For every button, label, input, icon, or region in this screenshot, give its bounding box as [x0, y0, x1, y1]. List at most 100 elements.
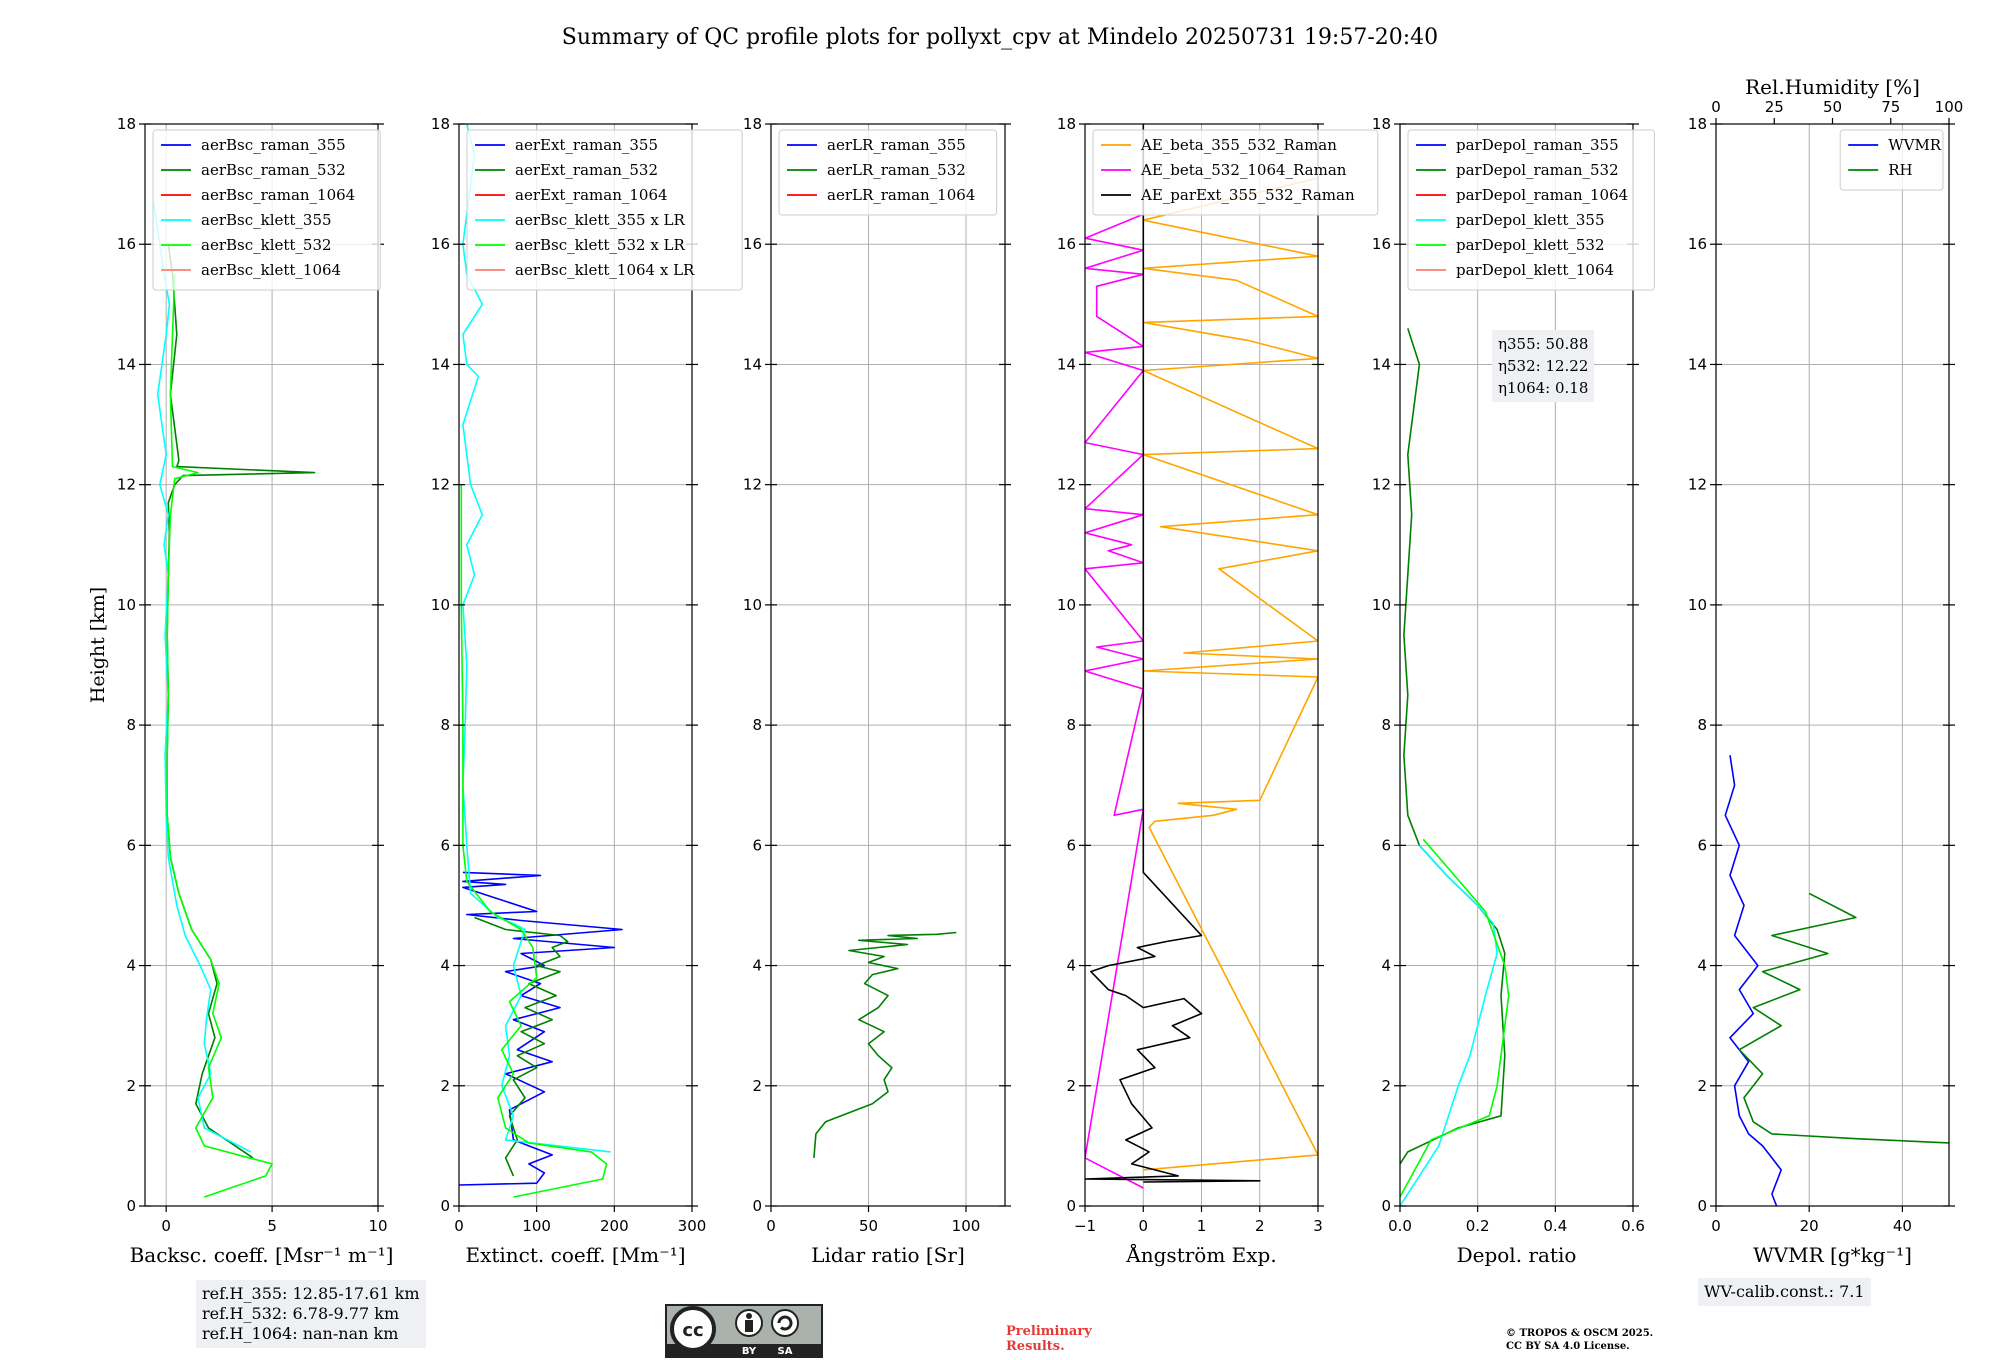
copyright-line-1: © TROPOS & OSCM 2025.	[1506, 1328, 1654, 1339]
legend-label-pardepol-klett-532: parDepol_klett_532	[1456, 236, 1605, 254]
y-tick-label: 2	[752, 1077, 762, 1095]
y-tick-label: 12	[743, 476, 762, 494]
y-tick-label: 10	[117, 596, 136, 614]
legend: aerLR_raman_355 aerLR_raman_532 aerLR_rama…	[778, 129, 998, 216]
legend-label-aerext-raman-1064: aerExt_raman_1064	[515, 186, 668, 204]
copyright-note: © TROPOS & OSCM 2025. CC BY SA 4.0 Licen…	[1506, 1327, 1653, 1353]
y-tick-label: 6	[126, 836, 136, 854]
legend-label-aerbsc-raman-532: aerBsc_raman_532	[201, 161, 346, 179]
y-tick-label: 6	[1697, 836, 1707, 854]
legend-box	[1092, 129, 1379, 216]
y-tick-label: 10	[431, 596, 450, 614]
series-line-aerbsc-klett-532-x-lr	[460, 484, 608, 1198]
y-tick-label: 0	[1381, 1197, 1391, 1215]
y-tick-label: 2	[1066, 1077, 1076, 1095]
y-tick-label: 18	[1372, 115, 1391, 133]
x-axis-label: Depol. ratio	[1457, 1243, 1577, 1267]
series-line-pardepol-klett-355	[1400, 844, 1498, 1206]
wv-calibration-box: WV-calib.const.: 7.1	[1698, 1278, 1871, 1306]
legend: aerExt_raman_355 aerExt_raman_532 aerExt_r…	[466, 129, 743, 291]
series-line-aerext-raman-355	[459, 871, 623, 1186]
legend-label-rh: RH	[1888, 161, 1912, 179]
x-tick-label: 0.6	[1621, 1217, 1645, 1235]
legend-label-aerbsc-klett-532-x-lr: aerBsc_klett_532 x LR	[515, 236, 686, 254]
x-tick-label: 0.0	[1388, 1217, 1412, 1235]
y-tick-label: 18	[1057, 115, 1076, 133]
y-tick-label: 14	[1372, 355, 1391, 373]
y-tick-label: 8	[126, 716, 136, 734]
x-axis-label: Extinct. coeff. [Mm⁻¹]	[465, 1243, 685, 1267]
legend-box	[1407, 129, 1655, 291]
y-tick-label: 8	[752, 716, 762, 734]
y-tick-label: 16	[1057, 235, 1076, 253]
series-line-pardepol-raman-532	[1400, 328, 1506, 1165]
series-line-aerlr-raman-532	[813, 931, 957, 1158]
y-tick-label: 16	[1372, 235, 1391, 253]
y-tick-label: 12	[431, 476, 450, 494]
series-group	[1724, 755, 1949, 1206]
y-tick-label: 18	[743, 115, 762, 133]
top-x-tick-label: 0	[1711, 98, 1721, 116]
legend-label-aerbsc-klett-1064: aerBsc_klett_1064	[201, 261, 341, 279]
x-tick-label: 0	[766, 1217, 776, 1235]
y-tick-label: 4	[1697, 957, 1707, 975]
x-tick-label: −1	[1074, 1217, 1096, 1235]
ref-height-355: ref.H_355: 12.85-17.61 km	[202, 1284, 420, 1303]
legend: aerBsc_raman_355 aerBsc_raman_532 aerBsc_r…	[152, 129, 381, 291]
sa-share-alike-icon	[771, 1309, 799, 1337]
y-tick-label: 18	[1688, 115, 1707, 133]
y-tick-label: 0	[1066, 1197, 1076, 1215]
y-tick-label: 0	[1697, 1197, 1707, 1215]
legend-label-aerext-raman-532: aerExt_raman_532	[515, 161, 658, 179]
legend-box	[466, 129, 743, 291]
y-tick-label: 0	[126, 1197, 136, 1215]
y-tick-label: 8	[440, 716, 450, 734]
legend-label-aerext-raman-355: aerExt_raman_355	[515, 136, 658, 154]
preliminary-line-2: Results.	[1006, 1339, 1065, 1354]
axes-frame	[1399, 123, 1634, 1207]
series-line-wvmr	[1724, 755, 1782, 1206]
y-tick-label: 12	[1372, 476, 1391, 494]
wv-calibration-constant: WV-calib.const.: 7.1	[1704, 1282, 1865, 1301]
legend-label-pardepol-klett-1064: parDepol_klett_1064	[1456, 261, 1614, 279]
legend-label-pardepol-klett-355: parDepol_klett_355	[1456, 211, 1605, 229]
legend-label-ae-beta-355-532-raman: AE_beta_355_532_Raman	[1140, 136, 1337, 154]
y-tick-label: 14	[431, 355, 450, 373]
panel-1: 0 2 4 6 8 10 12 14 16 18 0 5 10 Backsc. coeff. [Msr⁻¹…	[117, 115, 393, 1267]
x-tick-label: 0.4	[1543, 1217, 1567, 1235]
y-tick-label: 18	[117, 115, 136, 133]
series-line-ae-beta-532-1064-raman	[1085, 213, 1145, 1189]
figure-title: Summary of QC profile plots for pollyxt_…	[562, 25, 1438, 50]
y-tick-label: 10	[1057, 596, 1076, 614]
y-tick-label: 8	[1697, 716, 1707, 734]
panel-2: 0 2 4 6 8 10 12 14 16 18 0 100 200 300 Extinct. coeff.…	[431, 115, 743, 1267]
x-tick-label: 200	[600, 1217, 629, 1235]
series-line-ae-beta-355-532-raman	[1142, 177, 1318, 1171]
legend-box	[778, 129, 998, 216]
eta-532: η532: 12.22	[1498, 357, 1589, 375]
axes-frame	[458, 123, 693, 1207]
y-tick-label: 0	[440, 1197, 450, 1215]
cc-by-sa-license-badge: cc BY SA	[665, 1304, 823, 1358]
preliminary-results-note: Preliminary Results.	[1006, 1324, 1092, 1354]
x-tick-label: 0	[1711, 1217, 1721, 1235]
series-line-aerext-raman-532	[474, 916, 569, 1177]
y-tick-label: 6	[1381, 836, 1391, 854]
series-line-pardepol-klett-532	[1400, 838, 1510, 1198]
top-x-tick-label: 50	[1823, 98, 1842, 116]
series-line-aerbsc-raman-532	[166, 244, 316, 1159]
legend-label-wvmr: WVMR	[1888, 136, 1942, 154]
y-tick-label: 4	[126, 957, 136, 975]
y-tick-label: 2	[126, 1077, 136, 1095]
y-tick-label: 12	[1688, 476, 1707, 494]
y-tick-label: 6	[752, 836, 762, 854]
y-tick-label: 2	[440, 1077, 450, 1095]
legend-label-pardepol-raman-532: parDepol_raman_532	[1456, 161, 1619, 179]
panel-3: 0 2 4 6 8 10 12 14 16 18 0 50 100 Lidar ratio [Sr] aer…	[743, 115, 1011, 1267]
y-tick-label: 2	[1697, 1077, 1707, 1095]
series-group	[459, 124, 623, 1198]
x-tick-label: 0	[161, 1217, 171, 1235]
x-axis-label: Lidar ratio [Sr]	[811, 1243, 965, 1267]
